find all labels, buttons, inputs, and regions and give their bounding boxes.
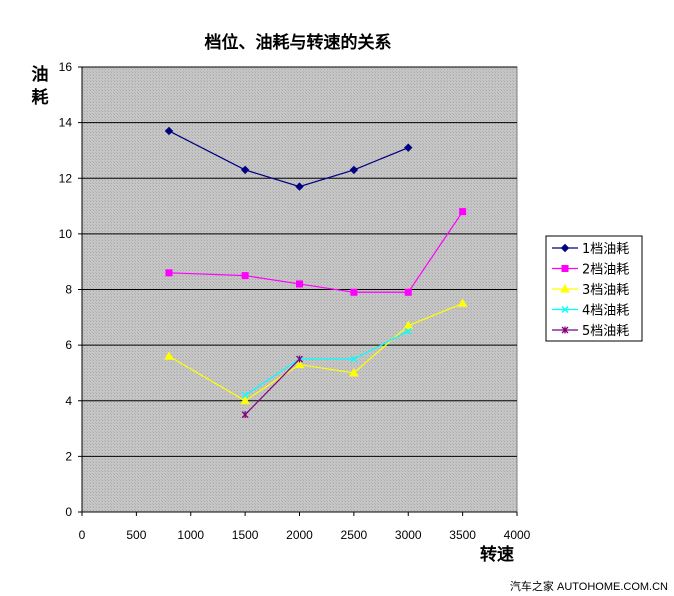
x-tick-label: 3500 [449, 528, 476, 542]
data-point [164, 351, 174, 360]
data-point [164, 126, 174, 136]
legend-swatch-marker [560, 243, 570, 253]
series-5-line [244, 358, 300, 416]
y-axis-label-char-2: 耗 [32, 87, 49, 108]
legend-item: 2档油耗 [552, 263, 629, 278]
legend-item: 5档油耗 [552, 324, 629, 339]
series-3-line [168, 302, 463, 402]
legend-swatch-marker [561, 265, 569, 272]
data-point [240, 165, 250, 175]
x-axis-label: 转速 [480, 544, 514, 565]
y-tick-label: 16 [59, 60, 73, 74]
data-point [165, 269, 173, 277]
data-point [404, 143, 413, 152]
data-point [240, 395, 250, 405]
watermark: 汽车之家 AUTOHOME.COM.CN [510, 579, 668, 593]
legend-swatch-marker [561, 326, 569, 334]
y-tick-label: 12 [59, 171, 73, 185]
legend-item: 1档油耗 [552, 242, 629, 257]
legend-label: 4档油耗 [582, 304, 629, 319]
x-tick-labels: 0 500 1000 1500 2000 2500 3000 3500 4000 [79, 528, 531, 542]
x-tick-label: 500 [126, 528, 146, 542]
legend-label: 2档油耗 [582, 263, 629, 278]
y-tick-label: 4 [65, 394, 72, 408]
data-point [296, 280, 303, 288]
y-tick-label: 8 [65, 283, 72, 297]
legend-item: 3档油耗 [552, 283, 629, 298]
legend-label: 5档油耗 [582, 324, 629, 339]
chart-title: 档位、油耗与转速的关系 [205, 32, 392, 53]
x-tick-label: 1500 [232, 528, 259, 542]
data-point [349, 165, 359, 175]
x-tick-label: 0 [79, 528, 86, 542]
data-point [457, 298, 468, 307]
data-point [350, 288, 358, 296]
y-tick-label: 10 [59, 227, 73, 241]
series-4 [241, 327, 412, 399]
series-2-line [168, 211, 464, 293]
legend-items: 1档油耗 2档油耗 3档油耗 4档油耗 5档油耗 [552, 242, 629, 339]
y-tick-label: 6 [65, 338, 72, 352]
y-tick-labels: 0 2 4 6 8 10 12 14 16 [59, 60, 73, 519]
data-point [459, 208, 467, 216]
series-2 [165, 208, 467, 296]
x-tick-label: 2500 [341, 528, 368, 542]
data-point [241, 272, 249, 280]
y-tick-label: 0 [65, 505, 72, 519]
legend-item: 4档油耗 [552, 304, 629, 319]
legend-label: 1档油耗 [582, 242, 629, 257]
legend-label: 3档油耗 [582, 283, 629, 298]
series-3 [164, 298, 468, 405]
data-point [403, 320, 414, 330]
series-group [164, 126, 468, 419]
legend-swatch-marker [560, 283, 570, 293]
data-point [295, 182, 304, 191]
x-tick-label: 1000 [177, 528, 204, 542]
data-point [404, 327, 412, 335]
data-point [404, 288, 412, 296]
x-tick-label: 2000 [286, 528, 313, 542]
y-axis-label-char-1: 油 [32, 64, 49, 85]
y-tick-label: 14 [59, 116, 73, 130]
y-axis-label: 油 耗 [32, 64, 49, 108]
data-point [350, 355, 358, 363]
series-5 [241, 355, 303, 419]
y-tick-label: 2 [65, 449, 72, 463]
data-point [349, 367, 359, 377]
legend: 1档油耗 2档油耗 3档油耗 4档油耗 5档油耗 [545, 235, 643, 342]
data-point [296, 355, 303, 363]
series-4-line [244, 330, 409, 396]
series-1 [164, 126, 413, 191]
legend-swatch-marker [561, 306, 569, 313]
data-point [241, 411, 249, 419]
x-tick-label: 4000 [504, 528, 531, 542]
x-tick-label: 3000 [395, 528, 422, 542]
axes [78, 66, 518, 516]
data-point [294, 359, 305, 369]
data-point [241, 391, 249, 399]
